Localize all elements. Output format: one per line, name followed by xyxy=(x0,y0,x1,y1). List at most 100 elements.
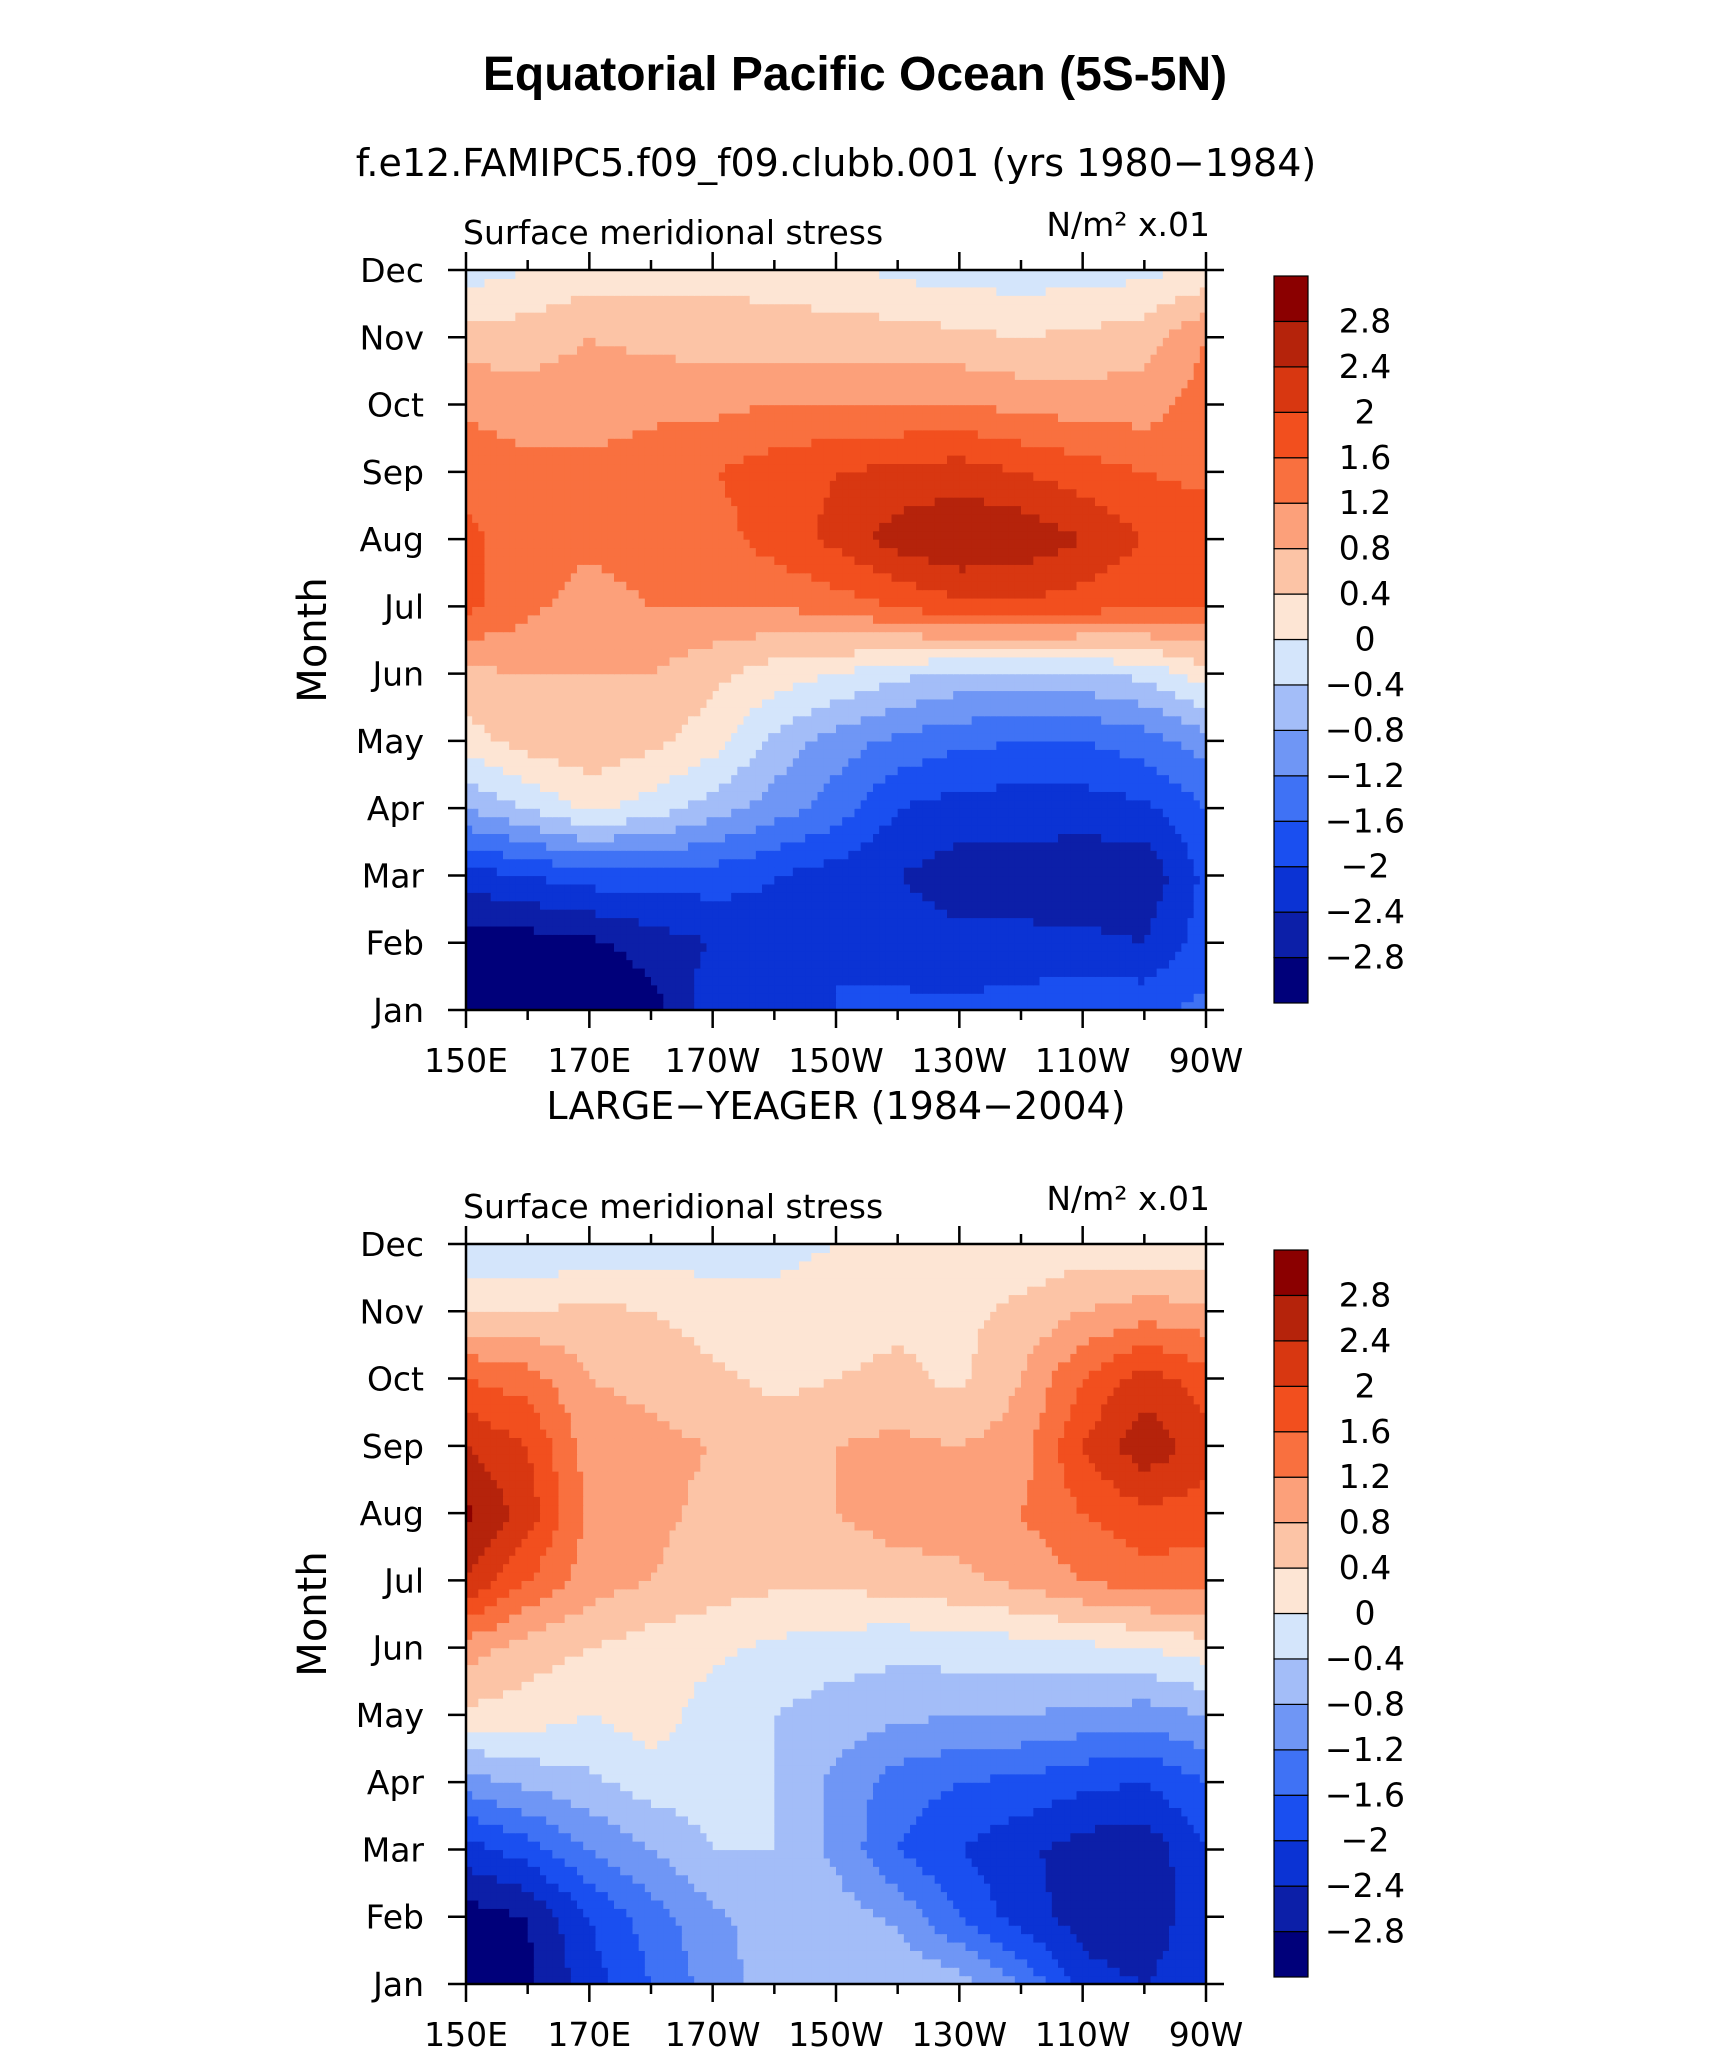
heatmap-cell xyxy=(1144,816,1152,826)
heatmap-cell xyxy=(484,673,492,683)
heatmap-cell xyxy=(737,724,745,734)
heatmap-cell xyxy=(688,875,695,885)
heatmap-cell xyxy=(817,984,825,994)
heatmap-cell xyxy=(638,841,646,851)
heatmap-cell xyxy=(780,993,788,1003)
heatmap-cell xyxy=(965,951,973,961)
heatmap-cell xyxy=(953,909,960,919)
heatmap-cell xyxy=(984,892,991,902)
heatmap-cell xyxy=(940,909,948,919)
heatmap-cell xyxy=(823,766,831,776)
heatmap-cell xyxy=(1101,984,1108,994)
heatmap-cell xyxy=(626,766,634,776)
heatmap-cell xyxy=(694,740,701,750)
heatmap-cell xyxy=(1039,1001,1047,1011)
heatmap-cell xyxy=(1082,917,1090,927)
heatmap-cell xyxy=(1058,900,1065,910)
heatmap-cell xyxy=(558,883,566,893)
heatmap-cell xyxy=(731,976,738,986)
heatmap-cell xyxy=(768,799,775,809)
heatmap-cell xyxy=(1187,825,1195,835)
heatmap-cell xyxy=(897,858,905,868)
heatmap-cell xyxy=(1051,892,1059,902)
heatmap-cell xyxy=(1125,724,1133,734)
heatmap-cell xyxy=(897,909,905,919)
heatmap-cell xyxy=(780,976,788,986)
heatmap-cell xyxy=(1138,858,1145,868)
heatmap-cell xyxy=(959,766,967,776)
heatmap-cell xyxy=(811,673,819,683)
heatmap-cell xyxy=(694,698,701,708)
heatmap-cell xyxy=(546,967,553,977)
heatmap-cell xyxy=(688,993,695,1003)
heatmap-cell xyxy=(700,1001,708,1011)
heatmap-cell xyxy=(564,951,572,961)
heatmap-cell xyxy=(700,984,708,994)
heatmap-cell xyxy=(570,942,578,952)
heatmap-cell xyxy=(1125,917,1133,927)
heatmap-cell xyxy=(823,808,831,818)
heatmap-cell xyxy=(743,690,751,700)
heatmap-cell xyxy=(466,934,473,944)
heatmap-cell xyxy=(1088,934,1096,944)
heatmap-cell xyxy=(1058,841,1065,851)
heatmap-cell xyxy=(1113,774,1121,784)
heatmap-cell xyxy=(607,673,615,683)
heatmap-cell xyxy=(1045,774,1053,784)
heatmap-cell xyxy=(725,883,732,893)
heatmap-cell xyxy=(620,707,627,717)
heatmap-cell xyxy=(774,690,782,700)
heatmap-cell xyxy=(706,732,714,742)
heatmap-cell xyxy=(1181,875,1189,885)
heatmap-cell xyxy=(885,665,893,675)
heatmap-cell xyxy=(595,665,603,675)
heatmap-cell xyxy=(681,892,689,902)
heatmap-cell xyxy=(965,816,973,826)
heatmap-cell xyxy=(860,959,868,969)
heatmap-cell xyxy=(879,917,886,927)
heatmap-cell xyxy=(1033,673,1041,683)
heatmap-cell xyxy=(558,740,566,750)
heatmap-cell xyxy=(959,825,967,835)
heatmap-cell xyxy=(965,724,973,734)
heatmap-cell xyxy=(607,808,615,818)
heatmap-cell xyxy=(1144,850,1152,860)
heatmap-cell xyxy=(774,883,782,893)
heatmap-cell xyxy=(897,766,905,776)
heatmap-cell xyxy=(854,909,862,919)
heatmap-cell xyxy=(842,892,849,902)
heatmap-cell xyxy=(953,808,960,818)
heatmap-cell xyxy=(762,799,769,809)
heatmap-cell xyxy=(558,656,566,666)
heatmap-cell xyxy=(996,707,1004,717)
heatmap-cell xyxy=(657,724,664,734)
heatmap-cell xyxy=(533,825,541,835)
heatmap-cell xyxy=(583,967,590,977)
heatmap-cell xyxy=(922,816,930,826)
heatmap-cell xyxy=(540,993,547,1003)
heatmap-cell xyxy=(922,984,930,994)
heatmap-cell xyxy=(1033,976,1041,986)
heatmap-cell xyxy=(1002,707,1010,717)
heatmap-cell xyxy=(799,993,806,1003)
heatmap-cell xyxy=(688,690,695,700)
heatmap-cell xyxy=(509,934,516,944)
heatmap-cell xyxy=(1187,892,1195,902)
heatmap-cell xyxy=(1008,934,1016,944)
heatmap-cell xyxy=(774,892,782,902)
heatmap-cell xyxy=(959,883,967,893)
heatmap-cell xyxy=(805,766,812,776)
heatmap-cell xyxy=(533,942,541,952)
heatmap-cell xyxy=(558,858,566,868)
heatmap-cell xyxy=(638,757,646,767)
heatmap-cell xyxy=(589,656,597,666)
heatmap-cell xyxy=(786,909,794,919)
heatmap-cell xyxy=(1107,665,1115,675)
heatmap-cell xyxy=(620,909,627,919)
heatmap-cell xyxy=(614,976,621,986)
heatmap-cell xyxy=(1021,858,1028,868)
heatmap-cell xyxy=(910,690,917,700)
heatmap-cell xyxy=(1193,665,1201,675)
heatmap-cell xyxy=(1101,858,1108,868)
heatmap-cell xyxy=(959,1001,967,1011)
